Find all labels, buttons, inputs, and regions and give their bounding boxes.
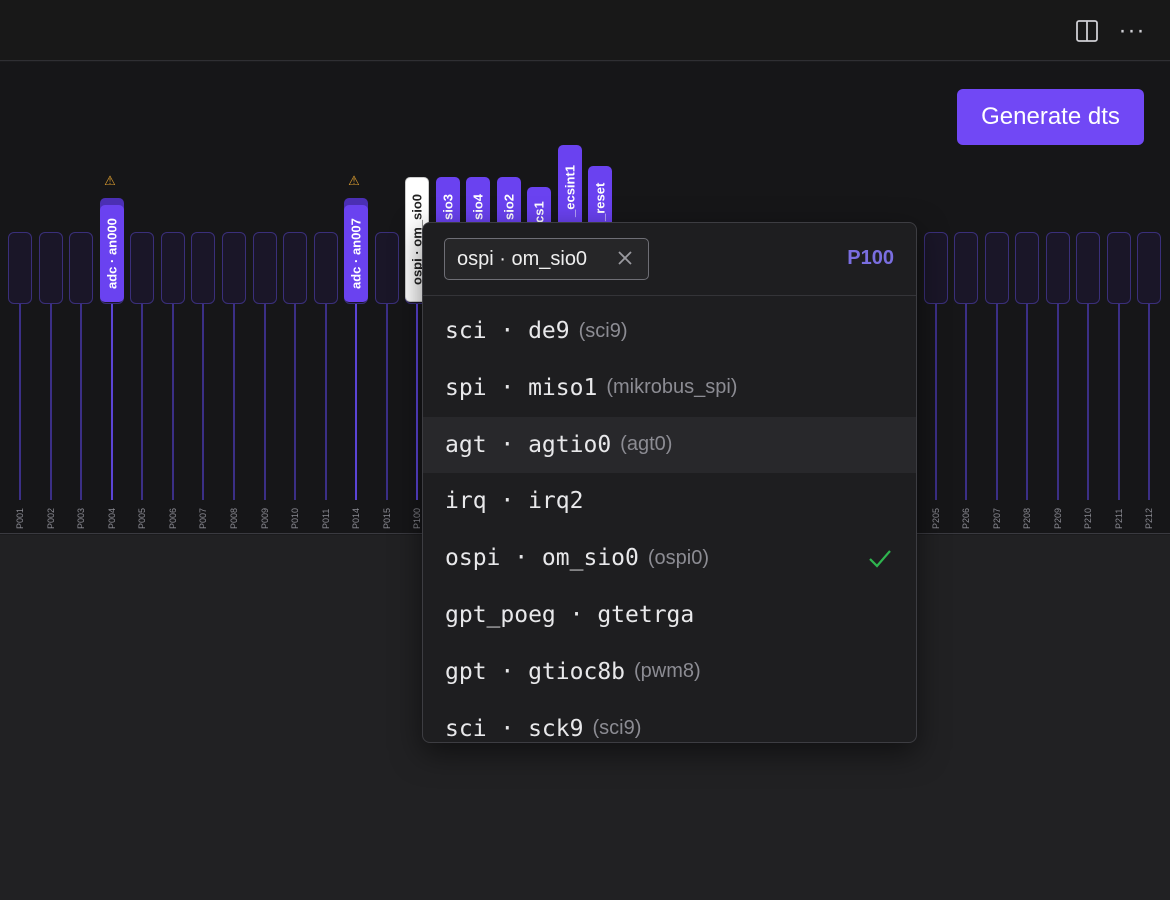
- pin-lead: [1087, 304, 1089, 500]
- pin-p206[interactable]: [954, 232, 978, 304]
- pin-lead: [935, 304, 937, 500]
- pin-p008[interactable]: [222, 232, 246, 304]
- generate-dts-button[interactable]: Generate dts: [957, 89, 1144, 145]
- pin-name-label: P208: [1022, 507, 1032, 529]
- option-peripheral-name: (agt0): [620, 433, 673, 456]
- option-function-name: sci · sck9: [445, 715, 584, 742]
- pin-p207[interactable]: [985, 232, 1009, 304]
- pin-lead: [111, 304, 113, 500]
- pin-name-label: P014: [351, 507, 361, 529]
- pin-p211[interactable]: [1107, 232, 1131, 304]
- option-function-name: irq · irq2: [445, 488, 584, 515]
- option-function-name: spi · miso1: [445, 374, 598, 401]
- pin-lead: [996, 304, 998, 500]
- pin-name-label: P209: [1053, 507, 1063, 529]
- pin-name-label: P007: [198, 507, 208, 529]
- split-view-icon[interactable]: [1072, 16, 1102, 46]
- pin-p003[interactable]: [69, 232, 93, 304]
- pin-name-label: P001: [15, 507, 25, 529]
- pin-name-label: P205: [931, 507, 941, 529]
- pin-name-label: P210: [1083, 507, 1093, 529]
- option-function-name: gpt · gtioc8b: [445, 658, 626, 685]
- option-peripheral-name: (sci9): [578, 319, 628, 342]
- pin-name-label: P002: [46, 507, 56, 529]
- more-horizontal-icon[interactable]: ···: [1118, 17, 1146, 44]
- pin-lead: [355, 304, 357, 500]
- selected-function-chip[interactable]: ospi · om_sio0: [444, 238, 649, 280]
- pin-lead: [1057, 304, 1059, 500]
- function-option[interactable]: gpt · gtioc8b (pwm8): [423, 644, 916, 700]
- pin-p208[interactable]: [1015, 232, 1039, 304]
- function-option[interactable]: sci · de9 (sci9): [423, 303, 916, 359]
- pin-p001[interactable]: [8, 232, 32, 304]
- pin-label-p004[interactable]: adc · an000: [100, 205, 124, 302]
- pin-name-label: P212: [1144, 507, 1154, 529]
- pin-id-label: P100: [847, 247, 894, 269]
- pin-p015[interactable]: [375, 232, 399, 304]
- pin-lead: [141, 304, 143, 500]
- pin-name-label: P005: [137, 507, 147, 529]
- pin-lead: [965, 304, 967, 500]
- pin-name-label: P211: [1114, 508, 1124, 529]
- pin-function-popover: ospi · om_sio0 P100 sci · de9 (sci9) spi ·…: [422, 222, 917, 743]
- pin-name-label: P006: [168, 507, 178, 529]
- function-option[interactable]: ospi · om_sio0 (ospi0): [423, 530, 916, 586]
- pin-p009[interactable]: [253, 232, 277, 304]
- pin-lead: [416, 304, 418, 500]
- function-option[interactable]: agt · agtio0 (agt0): [423, 416, 916, 473]
- pin-p209[interactable]: [1046, 232, 1070, 304]
- warning-icon: ⚠: [348, 173, 360, 188]
- function-option[interactable]: spi · miso1 (mikrobus_spi): [423, 360, 916, 416]
- pin-name-label: P010: [290, 507, 300, 529]
- option-peripheral-name: (pwm8): [634, 660, 701, 683]
- pin-lead: [19, 304, 21, 500]
- pin-lead: [50, 304, 52, 500]
- warning-icon: ⚠: [104, 173, 116, 188]
- pin-lead: [233, 304, 235, 500]
- function-option[interactable]: sci · sck9 (sci9): [423, 701, 916, 742]
- pin-p210[interactable]: [1076, 232, 1100, 304]
- option-function-name: agt · agtio0: [445, 431, 612, 458]
- pin-name-label: P207: [992, 507, 1002, 529]
- pin-lead: [1118, 304, 1120, 500]
- pin-lead: [1148, 304, 1150, 500]
- pin-lead: [325, 304, 327, 500]
- top-toolbar: ···: [0, 0, 1170, 61]
- pin-label-p014[interactable]: adc · an007: [344, 205, 368, 302]
- close-icon[interactable]: [614, 247, 636, 269]
- popover-header: ospi · om_sio0 P100: [423, 223, 916, 296]
- function-option[interactable]: gpt_poeg · gtetrga: [423, 587, 916, 643]
- function-option[interactable]: irq · irq2: [423, 473, 916, 529]
- pin-lead: [172, 304, 174, 500]
- pin-lead: [1026, 304, 1028, 500]
- pin-lead: [386, 304, 388, 500]
- option-function-name: sci · de9: [445, 318, 570, 344]
- pin-lead: [294, 304, 296, 500]
- pin-p005[interactable]: [130, 232, 154, 304]
- pin-name-label: P004: [107, 507, 117, 529]
- pin-name-label: P015: [382, 507, 392, 529]
- option-peripheral-name: (mikrobus_spi): [606, 376, 738, 399]
- pin-name-label: P008: [229, 507, 239, 529]
- pin-p006[interactable]: [161, 232, 185, 304]
- pin-name-label: P003: [76, 507, 86, 529]
- pin-p205[interactable]: [924, 232, 948, 304]
- pin-name-label: P206: [961, 507, 971, 529]
- option-function-name: gpt_poeg · gtetrga: [445, 602, 695, 628]
- pin-name-label: P009: [260, 507, 270, 529]
- pin-p010[interactable]: [283, 232, 307, 304]
- pin-name-label: P011: [321, 508, 331, 529]
- option-function-name: ospi · om_sio0: [445, 545, 639, 572]
- option-peripheral-name: (ospi0): [647, 546, 710, 569]
- check-icon: [869, 550, 891, 568]
- pin-lead: [80, 304, 82, 500]
- chip-label: ospi · om_sio0: [457, 247, 588, 270]
- pin-lead: [202, 304, 204, 500]
- pin-p007[interactable]: [191, 232, 215, 304]
- pin-lead: [264, 304, 266, 500]
- pin-p212[interactable]: [1137, 232, 1161, 304]
- option-peripheral-name: (sci9): [592, 717, 642, 740]
- pin-p002[interactable]: [39, 232, 63, 304]
- pin-p011[interactable]: [314, 232, 338, 304]
